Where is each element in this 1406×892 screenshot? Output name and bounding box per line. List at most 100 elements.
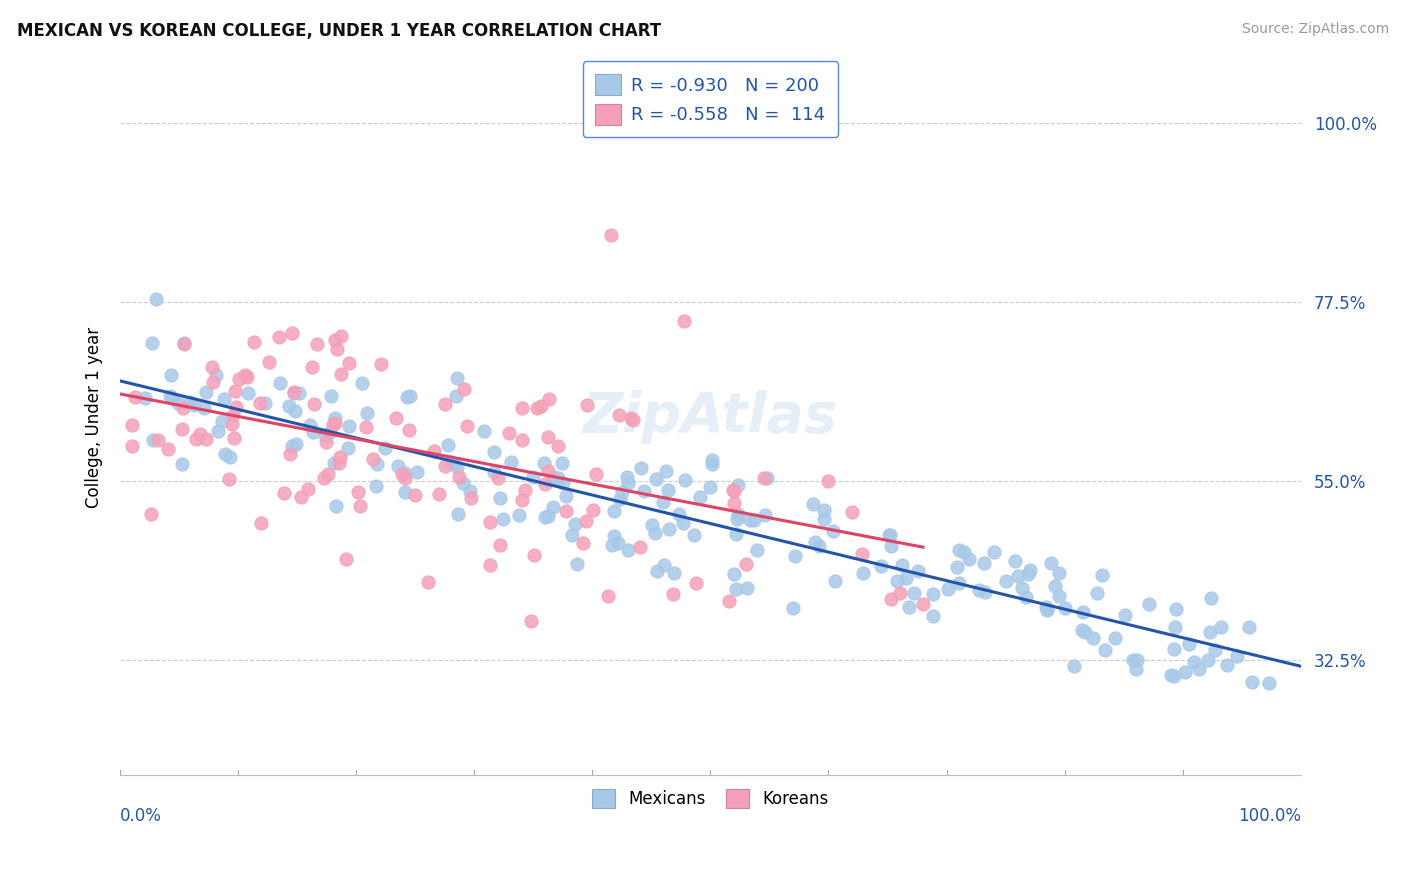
- Point: [233, 368, 256, 382]
- Point: [314, 471, 336, 485]
- Point: [1043, 579, 1066, 593]
- Point: [851, 547, 873, 561]
- Point: [644, 525, 666, 540]
- Point: [488, 491, 510, 505]
- Point: [801, 497, 824, 511]
- Point: [479, 515, 502, 529]
- Point: [1137, 597, 1160, 611]
- Point: [522, 470, 544, 484]
- Point: [662, 566, 685, 580]
- Point: [356, 405, 378, 419]
- Point: [207, 424, 229, 438]
- Point: [661, 587, 683, 601]
- Point: [603, 529, 626, 543]
- Point: [179, 394, 201, 409]
- Point: [1197, 653, 1219, 667]
- Point: [508, 508, 530, 522]
- Point: [510, 401, 533, 415]
- Text: 0.0%: 0.0%: [120, 806, 162, 825]
- Point: [537, 464, 560, 478]
- Point: [754, 471, 776, 485]
- Point: [582, 503, 605, 517]
- Point: [821, 524, 844, 539]
- Point: [983, 544, 1005, 558]
- Point: [1163, 620, 1185, 634]
- Point: [472, 425, 495, 439]
- Point: [350, 376, 373, 390]
- Point: [243, 334, 266, 349]
- Point: [321, 388, 343, 402]
- Point: [172, 401, 194, 416]
- Point: [575, 514, 598, 528]
- Point: [616, 470, 638, 484]
- Point: [921, 587, 943, 601]
- Point: [446, 460, 468, 475]
- Point: [747, 542, 769, 557]
- Point: [824, 574, 846, 589]
- Point: [689, 490, 711, 504]
- Point: [612, 485, 634, 500]
- Point: [572, 535, 595, 549]
- Point: [785, 549, 807, 564]
- Point: [877, 528, 900, 542]
- Point: [645, 472, 668, 486]
- Point: [551, 456, 574, 470]
- Point: [813, 503, 835, 517]
- Point: [1019, 563, 1042, 577]
- Point: [513, 483, 536, 497]
- Point: [447, 470, 470, 484]
- Point: [948, 576, 970, 591]
- Point: [683, 528, 706, 542]
- Point: [652, 494, 675, 508]
- Point: [283, 384, 305, 399]
- Point: [1237, 620, 1260, 634]
- Point: [1083, 631, 1105, 645]
- Point: [1226, 648, 1249, 663]
- Point: [269, 330, 291, 344]
- Point: [658, 522, 681, 536]
- Point: [398, 423, 420, 437]
- Point: [880, 540, 903, 554]
- Point: [278, 447, 301, 461]
- Point: [534, 510, 557, 524]
- Point: [1104, 631, 1126, 645]
- Point: [952, 545, 974, 559]
- Point: [555, 504, 578, 518]
- Point: [734, 557, 756, 571]
- Point: [148, 433, 170, 447]
- Point: [630, 460, 652, 475]
- Point: [228, 372, 250, 386]
- Point: [973, 585, 995, 599]
- Point: [869, 558, 891, 573]
- Point: [346, 485, 368, 500]
- Point: [297, 482, 319, 496]
- Point: [530, 400, 553, 414]
- Point: [620, 411, 643, 425]
- Point: [479, 558, 502, 573]
- Point: [193, 401, 215, 415]
- Point: [443, 457, 465, 471]
- Point: [685, 575, 707, 590]
- Point: [725, 512, 748, 526]
- Point: [339, 356, 361, 370]
- Point: [323, 411, 346, 425]
- Point: [609, 491, 631, 506]
- Point: [600, 538, 623, 552]
- Point: [628, 540, 651, 554]
- Point: [323, 334, 346, 348]
- Point: [668, 508, 690, 522]
- Point: [301, 360, 323, 375]
- Point: [489, 538, 512, 552]
- Point: [446, 389, 468, 403]
- Point: [889, 586, 911, 600]
- Point: [283, 386, 305, 401]
- Point: [121, 418, 143, 433]
- Point: [370, 357, 392, 371]
- Point: [543, 470, 565, 484]
- Point: [903, 586, 925, 600]
- Point: [807, 539, 830, 553]
- Point: [159, 368, 181, 382]
- Point: [1163, 669, 1185, 683]
- Point: [307, 337, 329, 351]
- Point: [437, 438, 460, 452]
